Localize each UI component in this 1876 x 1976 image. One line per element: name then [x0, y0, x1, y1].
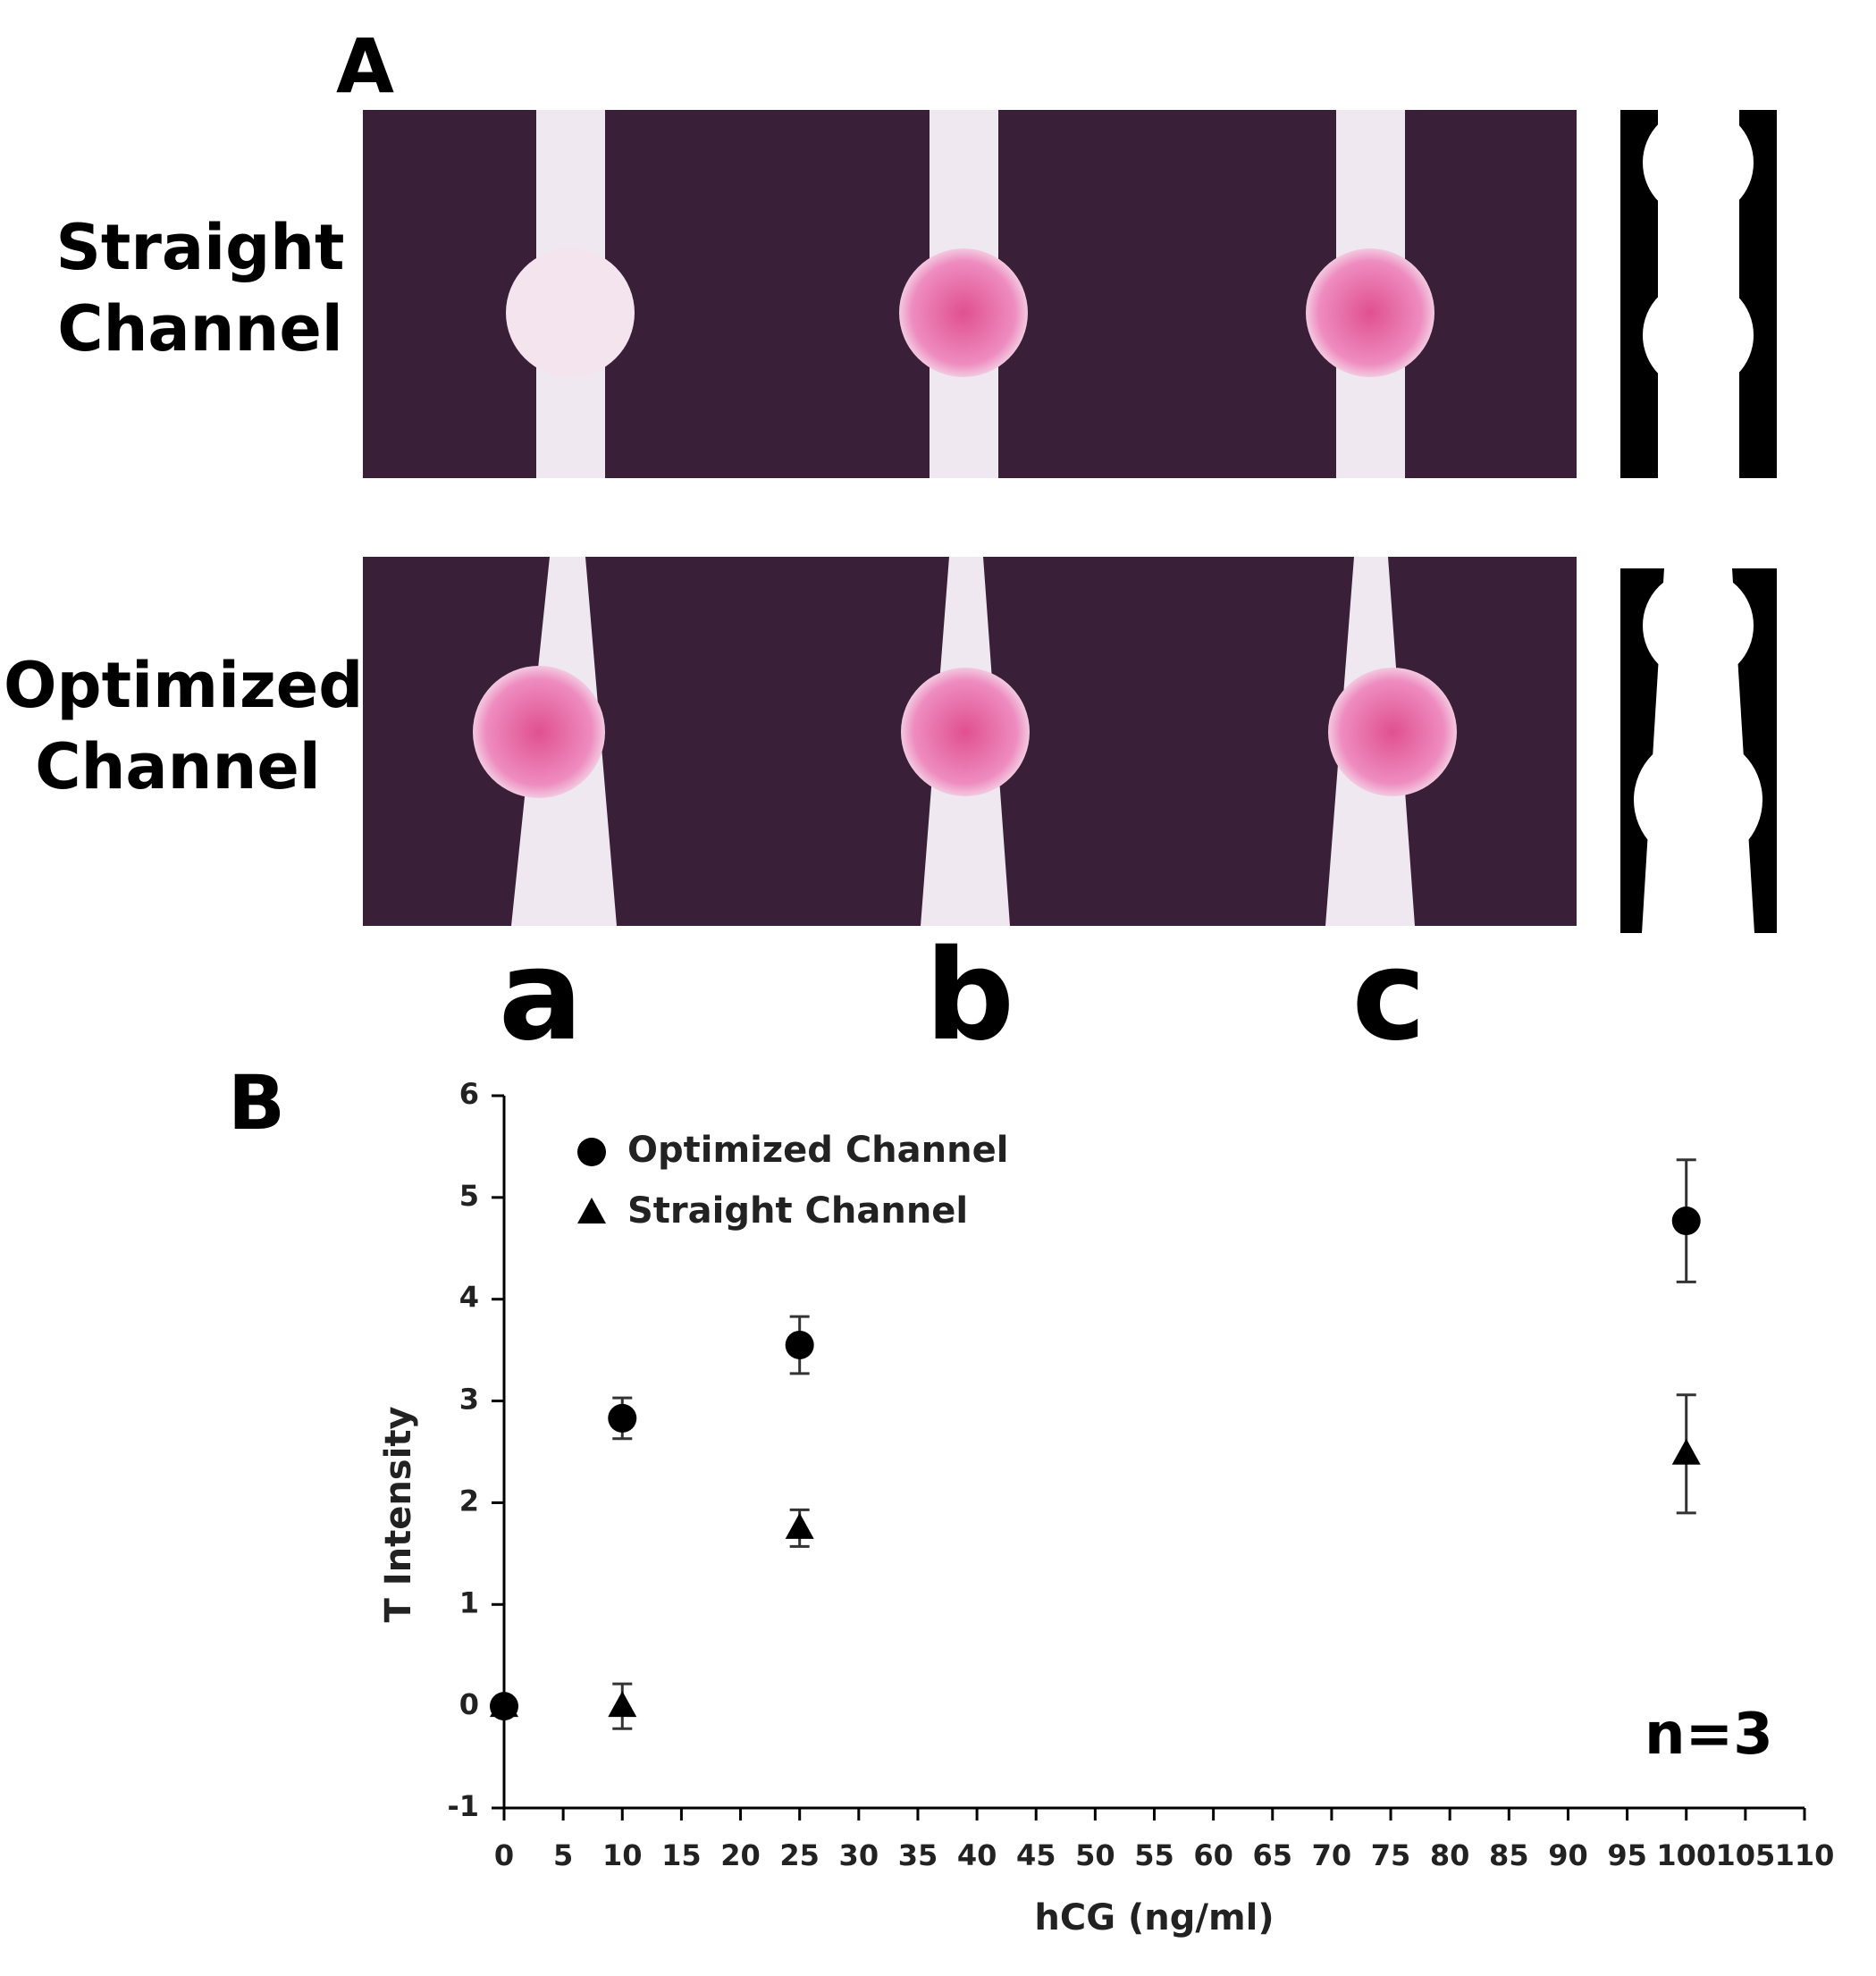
x-tick-label: 90 — [1548, 1838, 1588, 1872]
x-tick-label: 80 — [1430, 1838, 1470, 1872]
data-point — [785, 1512, 814, 1539]
x-tick-label: 30 — [839, 1838, 879, 1872]
x-tick-label: 70 — [1312, 1838, 1352, 1872]
legend-marker — [577, 1198, 606, 1223]
data-point — [785, 1330, 814, 1359]
x-tick-label: 10 — [602, 1838, 643, 1872]
x-tick-label: 0 — [494, 1838, 514, 1872]
y-axis-label: T Intensity — [378, 1406, 419, 1622]
x-tick-label: 85 — [1489, 1838, 1529, 1872]
x-tick-label: 75 — [1371, 1838, 1411, 1872]
panel-label: A — [336, 22, 395, 110]
x-axis-label: hCG (ng/ml) — [1034, 1897, 1274, 1938]
schematic-bottom — [1620, 568, 1777, 933]
y-tick-label: -1 — [447, 1789, 479, 1823]
row-label: Optimized Channel — [4, 649, 364, 803]
legend-marker — [577, 1138, 606, 1166]
row-label: Straight Channel — [55, 211, 345, 366]
x-tick-label: 5 — [553, 1838, 573, 1872]
x-tick-label: 15 — [661, 1838, 702, 1872]
column-label: c — [1351, 923, 1426, 1069]
y-tick-label: 1 — [459, 1585, 479, 1619]
x-tick-label: 110 — [1775, 1838, 1835, 1872]
x-tick-label: 105 — [1715, 1838, 1775, 1872]
photo-top — [363, 110, 1577, 478]
schematic-top — [1620, 107, 1777, 478]
x-tick-label: 45 — [1016, 1838, 1056, 1872]
x-tick-label: 25 — [779, 1838, 820, 1872]
legend-label: Straight Channel — [627, 1190, 968, 1232]
x-tick-label: 50 — [1075, 1838, 1115, 1872]
annotation: n=3 — [1645, 1702, 1773, 1768]
y-tick-label: 2 — [459, 1484, 479, 1518]
y-tick-label: 0 — [459, 1687, 479, 1721]
column-label: b — [924, 923, 1015, 1069]
data-point — [1671, 1438, 1701, 1465]
data-point — [608, 1403, 637, 1433]
column-label: a — [498, 923, 584, 1069]
x-tick-label: 95 — [1607, 1838, 1647, 1872]
x-tick-label: 20 — [720, 1838, 761, 1872]
y-tick-label: 4 — [459, 1281, 479, 1315]
y-tick-label: 6 — [459, 1077, 479, 1111]
x-tick-label: 65 — [1253, 1838, 1293, 1872]
photo-bottom — [363, 557, 1577, 926]
data-point — [490, 1691, 518, 1718]
x-tick-label: 35 — [898, 1838, 938, 1872]
legend-label: Optimized Channel — [627, 1130, 1008, 1171]
y-tick-label: 3 — [459, 1383, 479, 1417]
y-tick-label: 5 — [459, 1179, 479, 1213]
panel-label: B — [228, 1059, 286, 1147]
x-tick-label: 60 — [1193, 1838, 1233, 1872]
x-tick-label: 55 — [1134, 1838, 1174, 1872]
x-tick-label: 40 — [957, 1838, 997, 1872]
x-tick-label: 100 — [1656, 1838, 1716, 1872]
data-point — [1671, 1207, 1701, 1236]
data-point — [608, 1691, 637, 1718]
